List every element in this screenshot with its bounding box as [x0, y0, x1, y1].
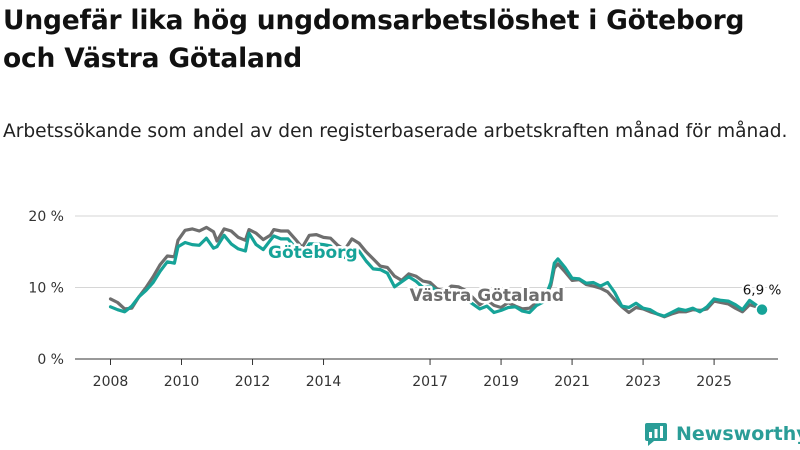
x-tick-label: 2017 [412, 374, 448, 390]
newsworthy-logo-icon [645, 423, 667, 446]
y-tick-label: 20 % [28, 209, 64, 225]
end-value-label: 6,9 % [743, 283, 782, 299]
x-tick-label: 2021 [554, 374, 590, 390]
end-value-marker [755, 302, 769, 317]
x-tick-label: 2014 [306, 374, 342, 390]
y-tick-label: 0 % [37, 352, 64, 368]
chart-title: Ungefär lika hög ungdomsarbetslöshet i G… [3, 5, 745, 74]
x-tick-label: 2010 [164, 374, 200, 390]
axes: 0 % 10 % 20 % 2008 2010 2012 2014 2017 2019 2021 2… [28, 209, 778, 390]
newsworthy-logo: Newsworthy [644, 419, 800, 449]
x-tick-label: 2008 [93, 374, 129, 390]
series-line-goteborg [108, 231, 764, 318]
chart-subtitle: Arbetssökande som andel av den registerb… [3, 121, 788, 142]
series-labels: Västra Götaland Göteborg 6,9 % [266, 241, 783, 317]
x-tick-label: 2023 [625, 374, 661, 390]
gridlines [75, 215, 778, 288]
x-tick-label: 2012 [235, 374, 271, 390]
series-label-goteborg: Göteborg [268, 243, 358, 263]
x-tick-label: 2019 [483, 374, 519, 390]
y-tick-label: 10 % [28, 281, 64, 297]
series-lines [108, 225, 764, 319]
x-tick-label: 2025 [696, 374, 732, 390]
newsworthy-logo-text: Newsworthy [676, 423, 800, 445]
series-label-vastra-gotaland: Västra Götaland [410, 286, 565, 306]
